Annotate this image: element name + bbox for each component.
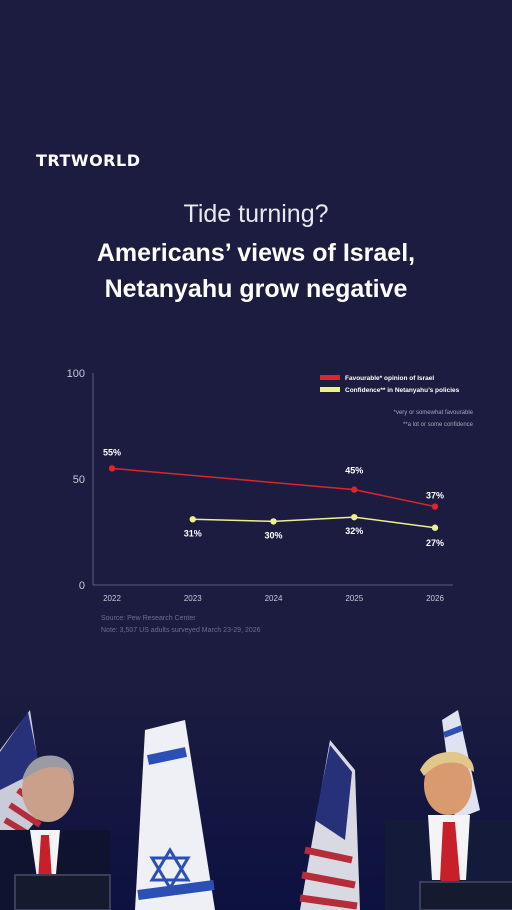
data-label: 55% bbox=[103, 447, 121, 457]
leaders-photo bbox=[0, 690, 512, 910]
y-tick-label: 100 bbox=[67, 368, 85, 380]
legend-label: Confidence** in Netanyahu’s policies bbox=[345, 387, 460, 394]
legend-footnote: **a lot or some confidence bbox=[403, 422, 474, 428]
legend-swatch bbox=[320, 375, 340, 380]
data-point bbox=[431, 524, 439, 531]
chart-subtitle: Tide turning? bbox=[183, 200, 329, 228]
right-podium bbox=[419, 881, 512, 910]
line-chart: 0 50 100 2022 2023 2024 2025 2026 55% 45% 37% 31% 3… bbox=[67, 368, 474, 603]
x-tick-label: 2026 bbox=[426, 594, 444, 603]
legend-footnote: *very or somewhat favourable bbox=[394, 410, 474, 416]
series-line bbox=[111, 467, 436, 508]
legend-swatch bbox=[320, 387, 340, 392]
data-point bbox=[189, 516, 196, 523]
left-podium bbox=[14, 874, 111, 910]
series-line bbox=[192, 516, 436, 529]
x-tick-label: 2023 bbox=[184, 594, 202, 603]
data-label: 37% bbox=[426, 491, 444, 501]
x-tick-label: 2024 bbox=[265, 594, 283, 603]
trt-world-logo: TRTWORLD bbox=[36, 151, 141, 170]
y-tick-label: 0 bbox=[79, 580, 85, 592]
source-text: Source: Pew Research Center bbox=[101, 615, 196, 622]
data-point bbox=[270, 518, 277, 525]
data-point bbox=[351, 486, 358, 493]
title-line-2: Netanyahu grow negative bbox=[104, 275, 408, 304]
data-label: 30% bbox=[264, 530, 282, 540]
y-tick-label: 50 bbox=[73, 474, 85, 486]
data-label: 31% bbox=[184, 528, 202, 538]
data-label: 32% bbox=[345, 526, 363, 536]
data-label: 45% bbox=[345, 466, 363, 476]
us-flag-right-icon bbox=[299, 740, 360, 910]
chart-legend: Favourable* opinion of Israel Confidence*… bbox=[320, 375, 474, 428]
data-point bbox=[431, 503, 439, 510]
chart-title: Americans’ views of Israel, Netanyahu gr… bbox=[0, 235, 512, 308]
x-tick-label: 2022 bbox=[103, 594, 121, 603]
legend-label: Favourable* opinion of Israel bbox=[345, 375, 434, 382]
note-text: Note: 3,507 US adults surveyed March 23-… bbox=[101, 627, 261, 634]
chart-axes: 0 50 100 2022 2023 2024 2025 2026 bbox=[67, 368, 453, 603]
data-point bbox=[108, 465, 116, 472]
data-point bbox=[351, 513, 358, 521]
chart-lines: 55% 45% 37% 31% 30% 32% 27% bbox=[103, 447, 444, 547]
data-label: 27% bbox=[426, 538, 444, 548]
x-tick-label: 2025 bbox=[345, 594, 363, 603]
israel-flag-left-icon bbox=[135, 720, 215, 910]
title-line-1: Americans’ views of Israel, bbox=[96, 239, 416, 267]
